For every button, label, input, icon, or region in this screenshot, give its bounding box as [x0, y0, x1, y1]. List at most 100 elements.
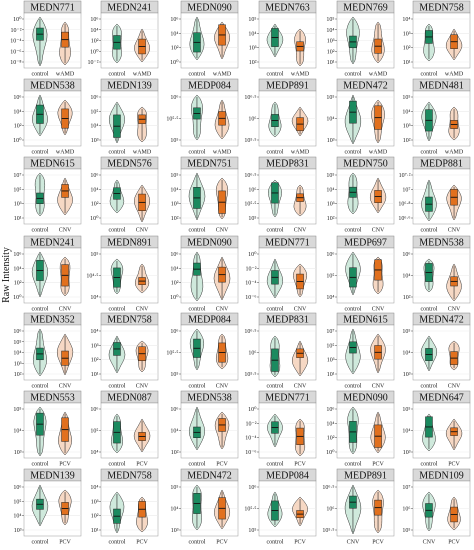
- chart-panel: MEDP084 10⁶ 10⁵·⁵ 10⁵ control wAMD: [166, 78, 239, 156]
- y-tick-label: 10⁴: [402, 429, 410, 435]
- y-tick-label: 10⁵: [326, 173, 334, 179]
- x-tick-label: PCV: [448, 540, 460, 546]
- y-tick-label: 10³: [327, 138, 335, 144]
- y-axis-label: Raw Intensity: [1, 247, 12, 303]
- panel-title: MEDN109: [419, 471, 463, 482]
- y-tick-label: 10⁵: [13, 187, 21, 193]
- plot-area: [412, 168, 471, 225]
- y-tick-label: 10⁴: [248, 31, 256, 37]
- x-tick-label: CNV: [448, 228, 461, 234]
- panel-title: MEDN891: [107, 238, 151, 249]
- chart-panel: MEDN615 10⁷ 10⁵ 10³ 10¹ control CNV: [13, 156, 82, 234]
- x-tick-label: control: [188, 150, 205, 156]
- y-tick-label: 10⁵: [248, 17, 256, 23]
- y-tick-label: 10²: [327, 216, 335, 222]
- x-tick-label: control: [108, 384, 125, 390]
- x-tick-label: CNV: [294, 384, 307, 390]
- y-tick-label: 10⁵: [170, 485, 178, 491]
- y-tick-label: 10²: [171, 450, 179, 456]
- chart-panel: MEDN758 10⁴ 10³ 10² 10¹ control wAMD: [402, 0, 471, 78]
- x-tick-label: CNV: [136, 384, 149, 390]
- y-tick-label: 10⁰: [170, 59, 179, 66]
- x-tick-label: CNV: [294, 307, 307, 313]
- chart-panel: MEDN481 10⁵ 10⁴ 10³ 10² control wAMD: [402, 78, 471, 156]
- y-tick-label: 10⁵·⁵: [166, 351, 178, 357]
- panel-title: MEDN771: [265, 238, 309, 249]
- y-tick-label: 10³: [327, 202, 335, 208]
- panel-title: MEDN647: [419, 393, 463, 404]
- chart-panel: MEDN139 10⁶ 10⁵ 10⁴ 10³ control PCV: [13, 468, 82, 546]
- y-tick-label: 10⁰: [13, 137, 22, 144]
- panel-title: MEDP831: [266, 159, 309, 170]
- y-tick-label: 10⁶: [248, 485, 256, 491]
- y-tick-label: 10⁵·⁵: [322, 528, 334, 534]
- chart-panel: MEDP891 10⁶·⁵ 10⁶ 10⁵·⁵ CNV PCV: [322, 468, 395, 546]
- y-tick-label: 10⁴: [170, 187, 178, 193]
- x-tick-label: CNV: [372, 384, 385, 390]
- y-tick-label: 10⁻²: [88, 60, 99, 66]
- chart-panel: MEDP831 10⁶·⁵ 10⁶ 10⁵·⁵ control CNV: [244, 312, 317, 390]
- y-tick-label: 10⁵: [402, 95, 410, 101]
- y-tick-label: 10⁻⁶: [245, 450, 256, 456]
- x-tick-label: control: [420, 150, 437, 156]
- y-tick-label: 10⁶·⁵: [322, 485, 334, 491]
- y-tick-label: 10⁵: [326, 95, 334, 101]
- x-tick-label: control: [108, 307, 125, 313]
- panel-title: MEDN139: [107, 81, 151, 92]
- chart-panel: MEDN538 10⁶ 10⁴ 10² control CNV: [402, 235, 471, 313]
- chart-panel: MEDN758 10⁴ 10³ 10² 10¹ control CNV: [90, 312, 159, 390]
- y-tick-label: 10⁴: [170, 266, 178, 272]
- x-tick-label: PCV: [372, 540, 384, 546]
- x-tick-label: PCV: [136, 540, 148, 546]
- x-tick-label: PCV: [372, 462, 384, 468]
- y-tick-label: 10⁶: [13, 485, 21, 491]
- y-tick-label: 10²: [403, 295, 411, 301]
- y-tick-label: 10⁵: [90, 109, 98, 115]
- panel-title: MEDN771: [30, 3, 74, 14]
- y-tick-label: 10⁴: [170, 507, 178, 513]
- chart-panel: MEDN771 10⁰ 10⁻² 10⁻⁴ 10⁻⁶ control PCV: [245, 390, 317, 468]
- x-tick-label: control: [188, 228, 205, 234]
- y-tick-label: 10⁴: [326, 295, 334, 301]
- x-tick-label: control: [344, 384, 361, 390]
- y-tick-label: 10⁵: [248, 216, 256, 222]
- x-tick-label: control: [420, 307, 437, 313]
- chart-panel: MEDN090 10⁶ 10⁴ 10² 10⁰ control CNV: [170, 235, 239, 313]
- chart-panel: MEDN472 10⁵ 10⁴ 10³ control wAMD: [326, 78, 395, 156]
- y-tick-label: 10³: [327, 39, 335, 45]
- panel-title: MEDP891: [266, 81, 309, 92]
- y-tick-label: 10⁻²: [11, 28, 22, 34]
- y-tick-label: 10³: [91, 138, 99, 144]
- x-tick-label: wAMD: [133, 150, 152, 156]
- chart-panel: MEDN647 10⁵ 10⁴ 10³ control PCV: [402, 390, 471, 468]
- y-tick-label: 10⁵: [13, 340, 21, 346]
- panel-title: MEDN751: [187, 159, 231, 170]
- y-tick-label: 10⁶: [13, 329, 21, 335]
- panel-title: MEDN481: [419, 81, 463, 92]
- x-tick-label: control: [266, 540, 283, 546]
- x-tick-label: CNV: [136, 228, 149, 234]
- chart-panel: MEDN472 10⁵ 10⁴ 10³ control PCV: [170, 468, 239, 546]
- chart-panel: MEDP084 10⁶ 10⁵·⁵ 10⁵ control PCV: [244, 468, 317, 546]
- y-tick-label: 10⁵·⁵: [244, 507, 256, 513]
- x-tick-label: wAMD: [445, 72, 464, 78]
- panel-title: MEDN472: [343, 81, 387, 92]
- panel-title: MEDN241: [107, 3, 151, 14]
- panel-title: MEDP084: [188, 81, 231, 92]
- panel-title: MEDP084: [266, 471, 309, 482]
- y-tick-label: 10⁴: [90, 450, 98, 456]
- x-tick-label: control: [108, 462, 125, 468]
- x-tick-label: control: [108, 228, 125, 234]
- y-tick-label: 10⁵: [13, 407, 21, 413]
- x-tick-label: control: [188, 462, 205, 468]
- chart-panel: MEDN576 10⁶ 10⁴ 10² 10⁰ control CNV: [90, 156, 159, 234]
- y-tick-label: 10⁵: [170, 138, 178, 144]
- plot-area: [412, 12, 471, 69]
- x-tick-label: PCV: [216, 462, 228, 468]
- chart-panel: MEDN538 10⁶ 10⁴ 10² control PCV: [170, 390, 239, 468]
- y-tick-label: 10⁻⁴: [245, 436, 256, 442]
- x-tick-label: wAMD: [133, 72, 152, 78]
- y-tick-label: 10³: [171, 202, 179, 208]
- y-tick-label: 10⁻⁸: [10, 60, 21, 66]
